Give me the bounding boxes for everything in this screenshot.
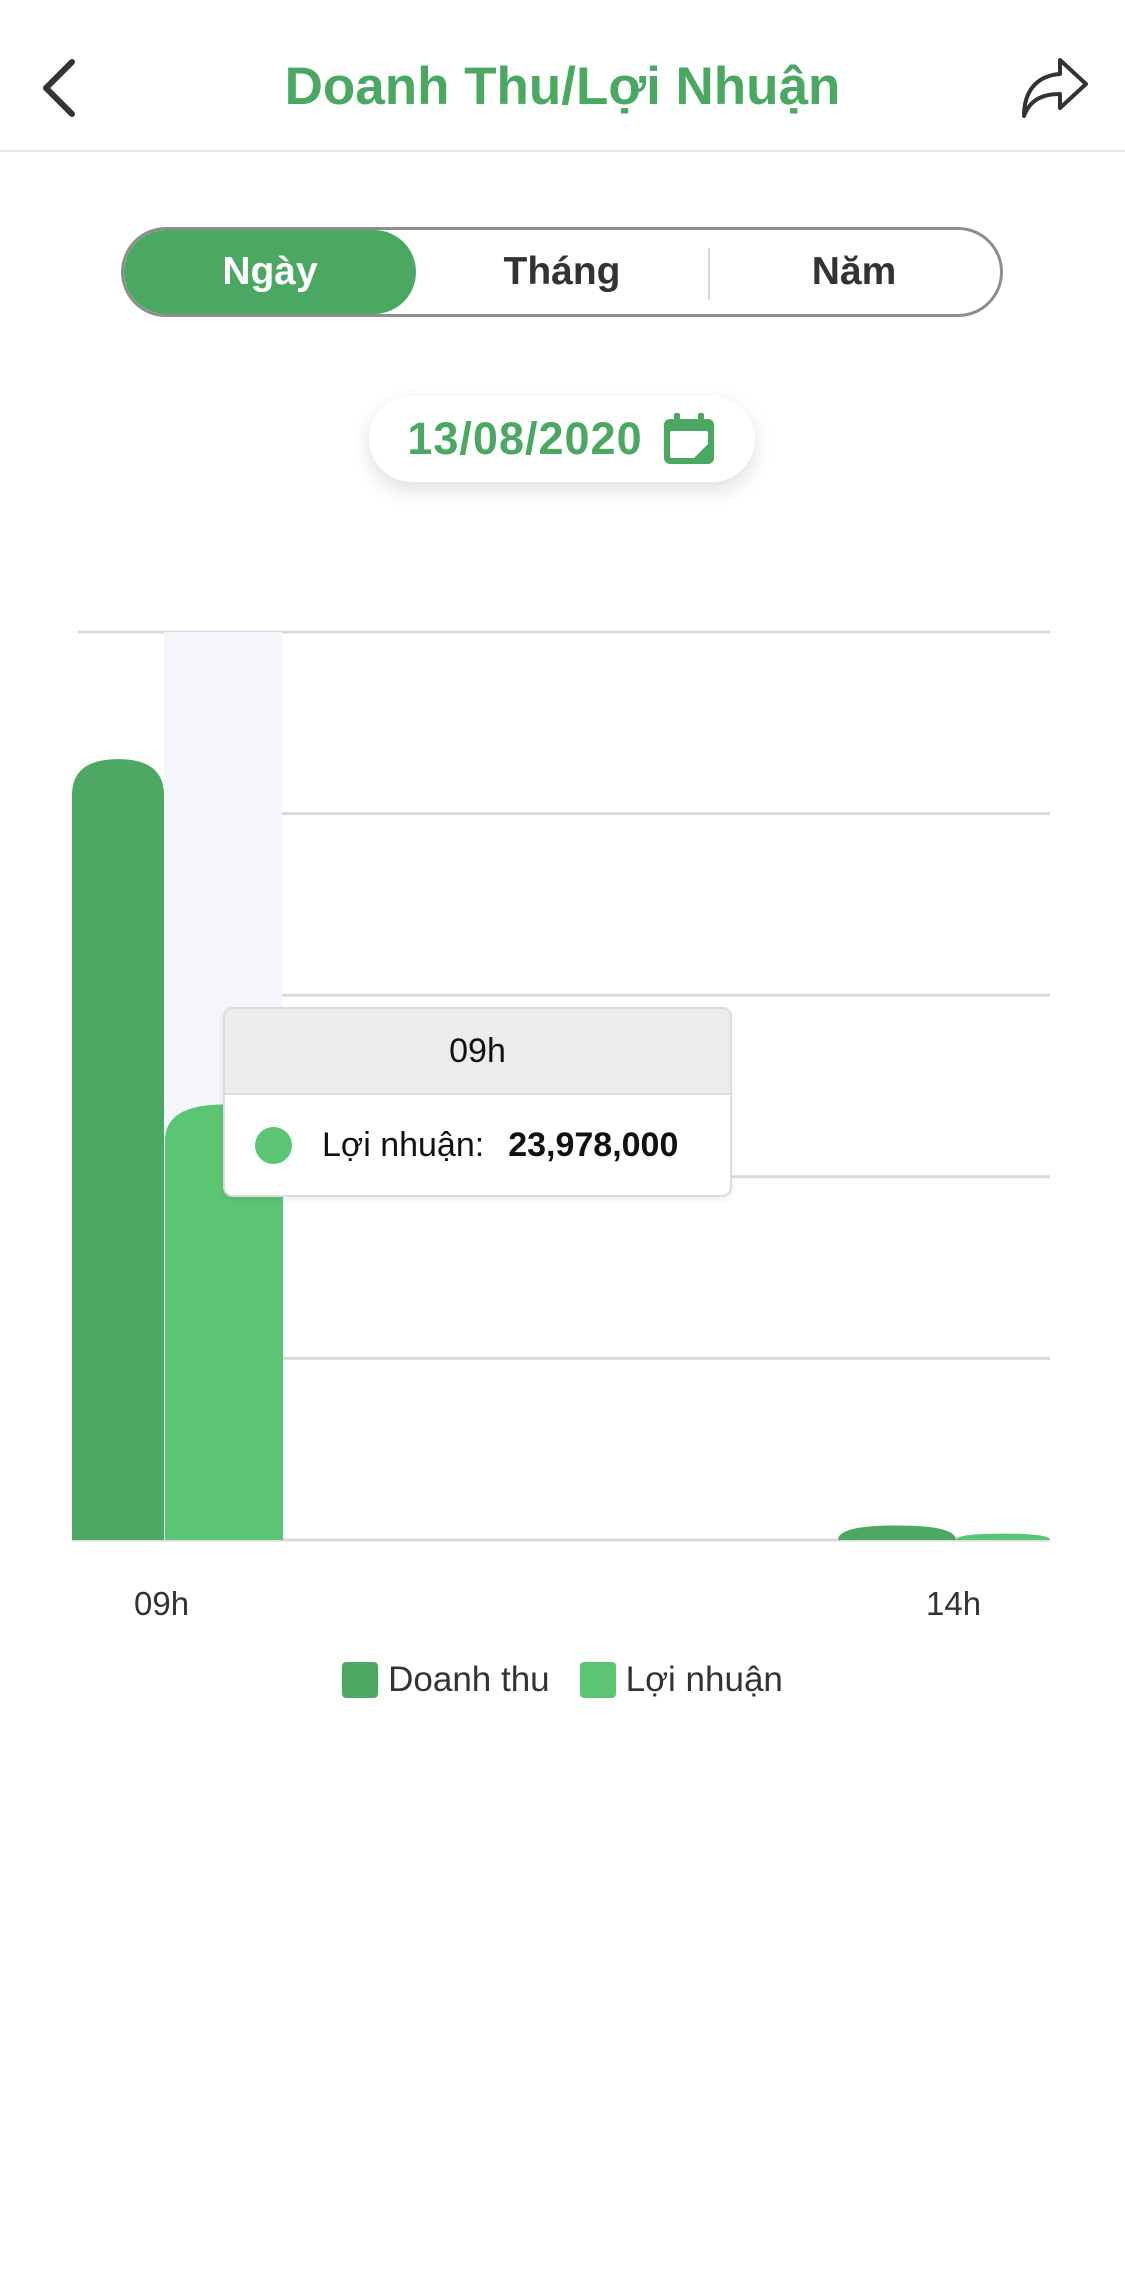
chevron-left-icon	[43, 59, 75, 117]
bar-loi-nhuan-09h[interactable]	[165, 1104, 283, 1540]
legend-swatch	[579, 1662, 616, 1698]
selected-date: 13/08/2020	[407, 413, 643, 464]
tab-day[interactable]: Ngày	[124, 230, 416, 314]
tab-year[interactable]: Năm	[708, 230, 1000, 314]
page-title: Doanh Thu/Lợi Nhuận	[284, 57, 841, 116]
legend-swatch	[342, 1662, 379, 1698]
date-picker-button[interactable]: 13/08/2020	[369, 396, 755, 482]
tooltip-title: 09h	[225, 1009, 730, 1095]
bar-doanh-thu-14h[interactable]	[838, 1525, 956, 1540]
legend-item-doanh-thu[interactable]: Doanh thu	[342, 1660, 550, 1700]
segment-divider	[708, 248, 710, 300]
share-arrow-icon	[1022, 58, 1088, 118]
chart-legend: Doanh thu Lợi nhuận	[0, 1660, 1125, 1700]
header-bar: Doanh Thu/Lợi Nhuận	[0, 0, 1125, 152]
back-button[interactable]	[28, 48, 92, 128]
tooltip-series-label: Lợi nhuận:	[322, 1125, 485, 1164]
x-tick-label: 14h	[926, 1585, 982, 1622]
x-tick-label: 09h	[134, 1585, 190, 1622]
bar-loi-nhuan-14h[interactable]	[956, 1533, 1050, 1540]
tab-month-label: Tháng	[503, 250, 621, 293]
chart-tooltip: 09h Lợi nhuận: 23,978,000	[223, 1007, 732, 1197]
tooltip-value: 23,978,000	[508, 1125, 679, 1164]
tooltip-series-dot	[255, 1126, 292, 1164]
legend-item-loi-nhuan[interactable]: Lợi nhuận	[579, 1660, 783, 1700]
calendar-icon	[663, 413, 714, 464]
legend-label: Doanh thu	[388, 1660, 550, 1699]
legend-label: Lợi nhuận	[625, 1660, 783, 1699]
tooltip-row: Lợi nhuận: 23,978,000	[225, 1095, 730, 1195]
tab-year-label: Năm	[811, 250, 897, 293]
period-segmented-control: Ngày Tháng Năm	[121, 227, 1003, 317]
tab-day-label: Ngày	[222, 250, 318, 293]
bar-doanh-thu-09h[interactable]	[72, 759, 164, 1540]
share-button[interactable]	[1010, 48, 1100, 128]
tab-month[interactable]: Tháng	[416, 230, 708, 314]
revenue-profit-chart	[72, 630, 1050, 1542]
